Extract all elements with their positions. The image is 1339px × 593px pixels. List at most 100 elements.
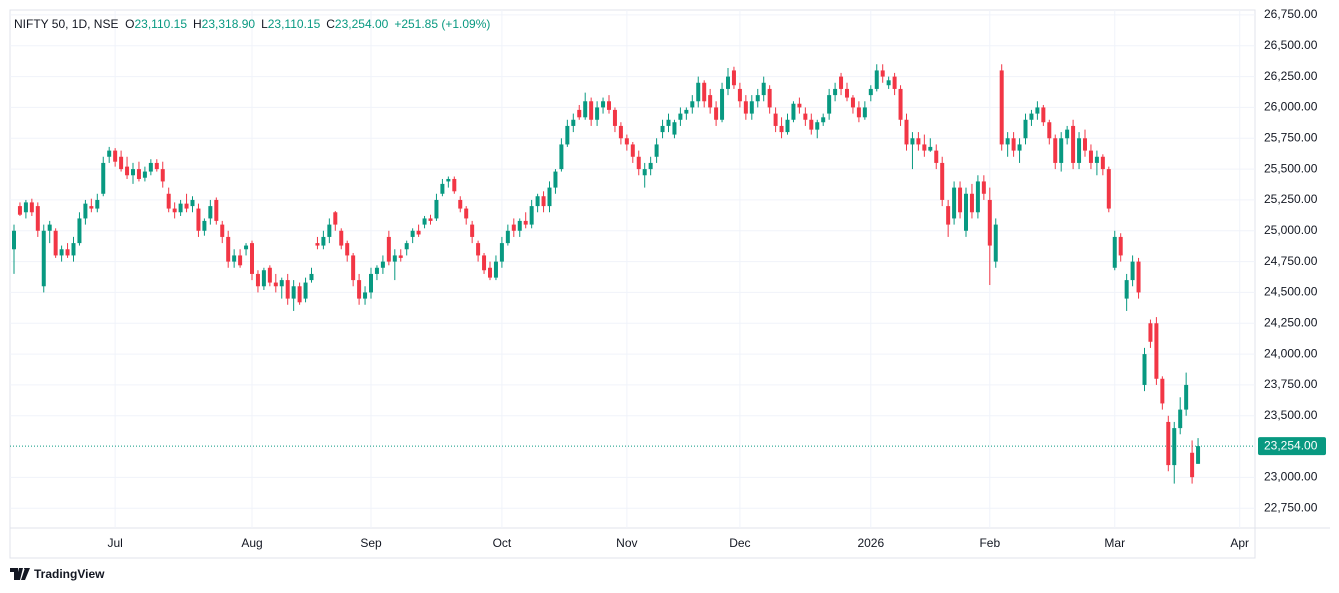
brand-name: TradingView xyxy=(34,567,105,581)
candle-body xyxy=(672,122,677,135)
candle-body xyxy=(1148,323,1153,342)
candle-body xyxy=(952,187,957,219)
candle-body xyxy=(779,125,784,133)
candle-body xyxy=(41,230,46,287)
candle-body xyxy=(499,243,504,262)
x-tick-label: Oct xyxy=(493,536,512,550)
candle-body xyxy=(922,144,927,151)
candle-body xyxy=(458,199,463,209)
candle-body xyxy=(785,119,790,133)
y-tick-label: 24,000.00 xyxy=(1264,346,1318,360)
candle-body xyxy=(1071,125,1076,163)
candle-body xyxy=(904,119,909,145)
candle-body xyxy=(1065,129,1070,139)
candle-body xyxy=(1041,107,1046,123)
candle-body xyxy=(261,270,266,287)
y-tick-label: 25,750.00 xyxy=(1264,130,1318,144)
candle-body xyxy=(529,206,534,225)
candle-body xyxy=(345,243,350,256)
candle-body xyxy=(749,101,754,114)
candle-body xyxy=(321,236,326,246)
candle-body xyxy=(339,230,344,246)
candle-body xyxy=(267,267,272,283)
candle-body xyxy=(684,109,689,114)
field-value: 23,318.90 xyxy=(201,17,256,31)
candle-body xyxy=(969,193,974,213)
candle-body xyxy=(999,70,1004,145)
candle-body xyxy=(392,255,397,262)
candle-body xyxy=(291,286,296,299)
candle-body xyxy=(23,202,28,213)
candle-body xyxy=(577,109,582,118)
candle-body xyxy=(53,230,58,256)
candle-body xyxy=(898,88,903,120)
candle-body xyxy=(208,206,213,219)
candle-body xyxy=(428,218,433,221)
candle-body xyxy=(476,243,481,256)
candle-body xyxy=(809,119,814,130)
candle-body xyxy=(1184,384,1189,410)
candle-body xyxy=(95,199,100,209)
symbol: NIFTY 50, 1D, NSE xyxy=(14,17,119,31)
candle-body xyxy=(874,70,879,89)
last-price-tag xyxy=(1258,437,1326,456)
candle-body xyxy=(148,162,153,172)
candle-body xyxy=(77,218,82,244)
candle-body xyxy=(202,220,207,231)
field-label: H xyxy=(193,17,202,31)
candle-body xyxy=(190,199,195,207)
candle-body xyxy=(131,169,135,176)
candle-body xyxy=(791,103,796,120)
candle-body xyxy=(238,255,243,266)
candle-body xyxy=(815,122,820,130)
y-tick-label: 23,000.00 xyxy=(1264,470,1318,484)
candle-body xyxy=(83,203,88,219)
candle-body xyxy=(12,230,16,250)
candle-body xyxy=(583,101,588,118)
y-tick-label: 24,500.00 xyxy=(1264,285,1318,299)
candle-body xyxy=(107,150,112,157)
brand: TradingView xyxy=(10,567,104,581)
change: +251.85 (+1.09%) xyxy=(394,17,491,31)
candle-body xyxy=(702,82,707,102)
candle-body xyxy=(196,208,201,231)
candle-body xyxy=(386,236,391,262)
candle-body xyxy=(993,224,998,262)
candle-body xyxy=(731,70,736,86)
candle-body xyxy=(1053,138,1058,163)
y-tick-label: 26,750.00 xyxy=(1264,7,1318,21)
candle-body xyxy=(553,171,558,188)
candle-body xyxy=(226,236,231,262)
candle-body xyxy=(880,70,885,77)
candle-body xyxy=(244,245,249,250)
candle-body xyxy=(71,243,76,256)
candle-body xyxy=(940,162,945,200)
candle-body xyxy=(767,88,772,108)
candle-body xyxy=(184,203,189,209)
x-tick-label: Nov xyxy=(616,536,637,550)
candle-body xyxy=(214,199,219,221)
candle-body xyxy=(1011,138,1016,151)
candle-body xyxy=(250,243,254,274)
field-value: 23,254.00 xyxy=(334,17,389,31)
candle-body xyxy=(868,88,873,96)
x-tick-label: Sep xyxy=(360,536,382,550)
candle-body xyxy=(547,187,552,207)
candle-body xyxy=(220,224,225,237)
candle-body xyxy=(1106,169,1111,209)
candle-body xyxy=(65,249,70,256)
candle-body xyxy=(446,178,451,182)
candle-body xyxy=(958,187,963,213)
candle-body xyxy=(660,125,665,133)
candle-body xyxy=(565,125,570,145)
candle-body xyxy=(404,243,409,250)
candle-body xyxy=(642,169,647,176)
brand-logo xyxy=(10,568,30,580)
candle-body xyxy=(720,88,725,120)
candle-body xyxy=(934,150,939,163)
candle-body xyxy=(166,193,171,209)
field-label: C xyxy=(326,17,335,31)
x-tick-label: Aug xyxy=(241,536,262,550)
candle-body xyxy=(523,220,528,225)
candle-body xyxy=(303,282,308,299)
